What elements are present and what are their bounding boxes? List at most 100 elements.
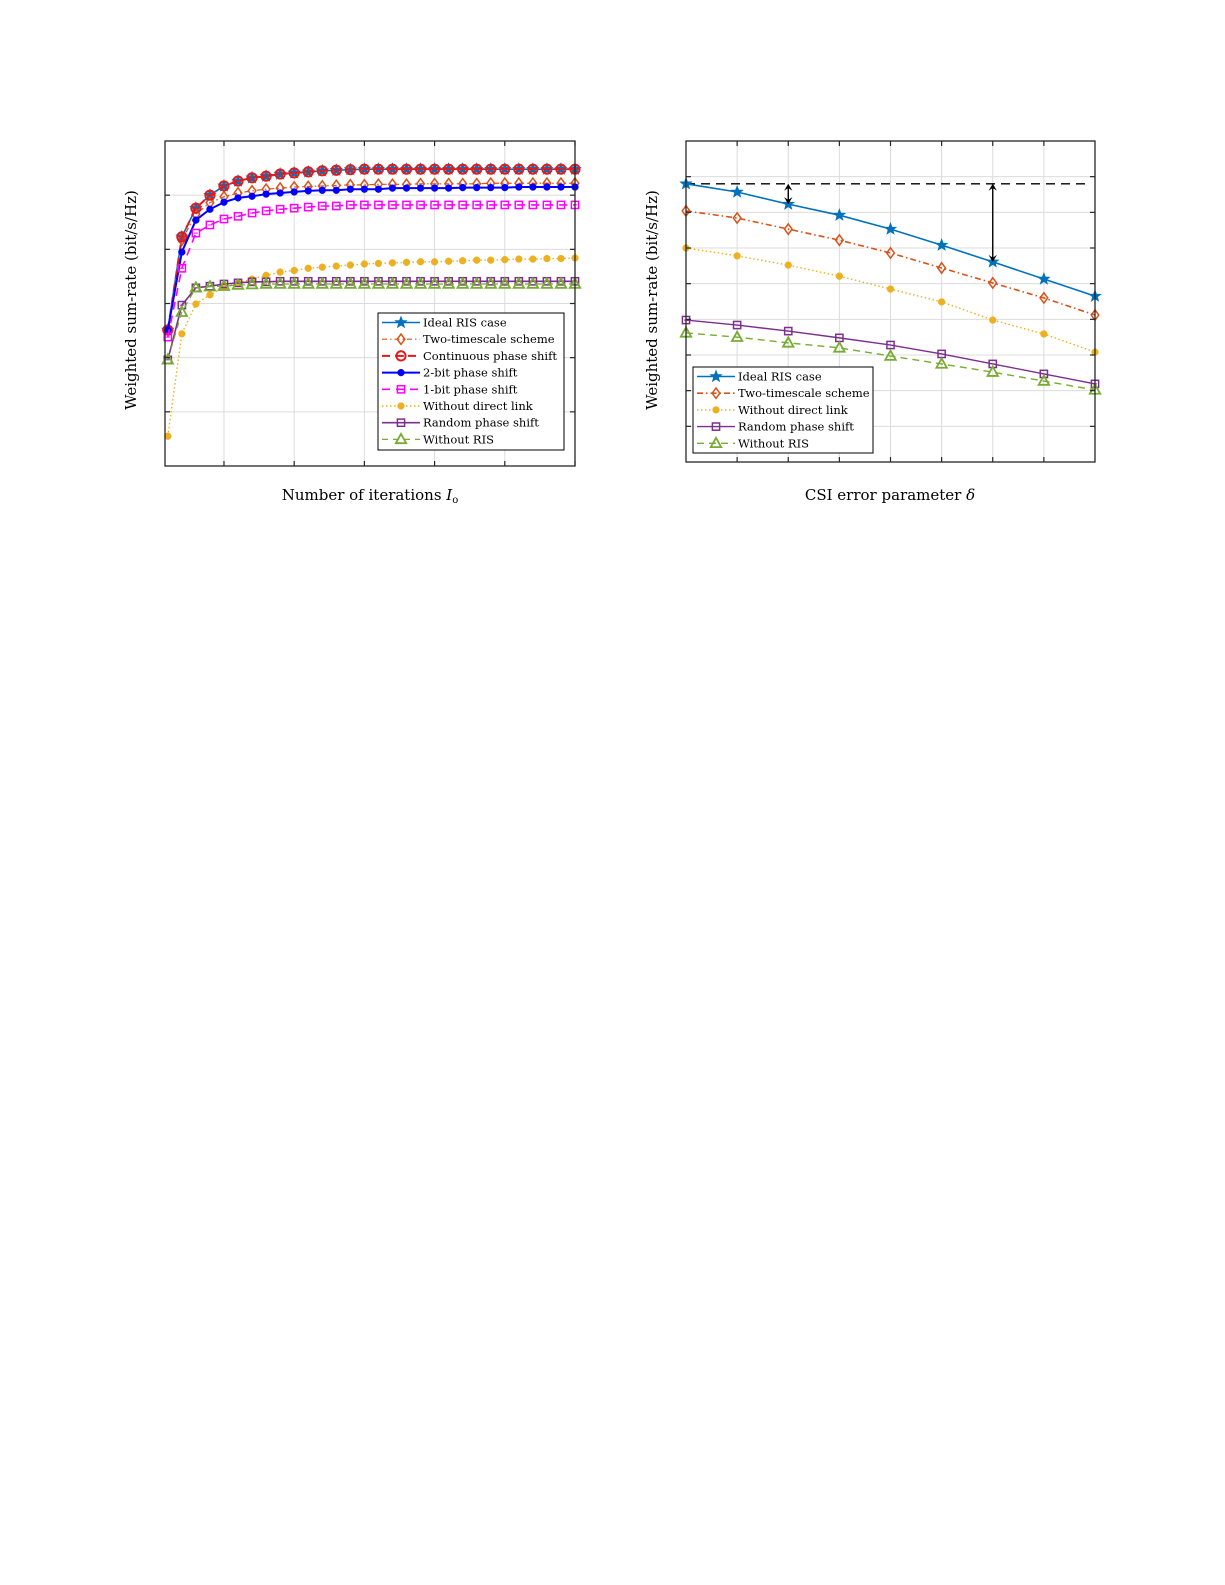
left-series xyxy=(161,162,582,440)
circle-bar-marker-icon xyxy=(485,163,497,175)
square-marker-icon xyxy=(177,263,187,273)
triangle-marker-icon xyxy=(385,276,400,289)
right-x-axis-label: CSI error parameter δ xyxy=(805,486,975,504)
filled-circle-marker-icon xyxy=(459,257,467,265)
square-marker-icon xyxy=(345,200,355,210)
square-marker-icon xyxy=(783,326,793,336)
triangle-marker-icon xyxy=(371,276,386,289)
left-x-axis-label: Number of iterations Io xyxy=(282,486,459,506)
circle-bar-legend-icon xyxy=(395,350,407,362)
filled-circle-marker-icon xyxy=(444,257,453,265)
legend-label: Continuous phase shift xyxy=(423,349,557,363)
filled-circle-marker-icon xyxy=(416,258,425,266)
square-marker-icon xyxy=(360,200,369,210)
circle-bar-marker-icon xyxy=(246,172,258,184)
square-marker-icon xyxy=(402,200,411,210)
filled-circle-marker-icon xyxy=(332,262,340,270)
diamond-marker-icon xyxy=(177,233,187,247)
series-1-bit-phase-shift xyxy=(163,200,580,342)
legend-label: Without direct link xyxy=(738,403,849,417)
triangle-marker-icon xyxy=(781,335,795,348)
filled-circle-marker-icon xyxy=(430,258,439,266)
diamond-marker-icon xyxy=(783,222,793,236)
filled-circle-marker-icon xyxy=(886,285,895,293)
square-marker-icon xyxy=(388,200,397,210)
filled-circle-marker-icon xyxy=(473,183,481,192)
legend-item: Two-timescale scheme xyxy=(697,386,870,400)
triangle-marker-icon xyxy=(399,276,414,289)
triangle-marker-icon xyxy=(287,276,301,289)
square-marker-icon xyxy=(458,200,468,210)
triangle-marker-icon xyxy=(554,276,568,289)
triangle-marker-icon xyxy=(413,276,428,289)
square-marker-icon xyxy=(444,200,453,210)
filled-circle-marker-icon xyxy=(557,254,565,263)
filled-circle-marker-icon xyxy=(304,187,312,195)
triangle-marker-icon xyxy=(832,340,847,353)
filled-circle-marker-icon xyxy=(290,188,298,196)
filled-circle-marker-icon xyxy=(318,263,326,271)
circle-bar-marker-icon xyxy=(330,164,342,176)
series-two-timescale-scheme xyxy=(681,204,1100,322)
circle-bar-marker-icon xyxy=(316,165,328,177)
triangle-marker-icon xyxy=(934,356,949,369)
circle-bar-marker-icon xyxy=(400,163,413,175)
right-legend: Ideal RIS case Two-timescale scheme Withou… xyxy=(692,366,874,454)
filled-circle-marker-icon xyxy=(346,261,354,269)
filled-circle-marker-icon xyxy=(234,194,242,202)
filled-circle-marker-icon xyxy=(557,183,565,191)
arrow-down-icon xyxy=(784,197,793,205)
triangle-marker-icon xyxy=(357,276,372,289)
filled-circle-marker-icon xyxy=(178,248,186,256)
square-marker-icon xyxy=(556,200,566,210)
filled-circle-marker-icon xyxy=(290,266,298,275)
triangle-marker-icon xyxy=(540,276,554,289)
filled-circle-marker-icon xyxy=(346,185,354,193)
series-line xyxy=(167,182,575,331)
legend-label: Two-timescale scheme xyxy=(423,332,555,346)
triangle-marker-icon xyxy=(301,276,315,289)
circle-bar-marker-icon xyxy=(372,163,385,175)
triangle-marker-icon xyxy=(189,280,203,293)
left-legend: Ideal RIS case Two-timescale scheme Contin… xyxy=(377,312,565,451)
filled-circle-legend-icon xyxy=(397,402,405,410)
square-marker-icon xyxy=(219,214,229,224)
square-marker-icon xyxy=(303,202,313,212)
triangle-marker-icon xyxy=(498,276,512,289)
filled-circle-marker-icon xyxy=(459,183,467,192)
circle-bar-marker-icon xyxy=(274,168,286,180)
star-legend-icon xyxy=(709,369,723,383)
circle-bar-marker-icon xyxy=(176,231,188,243)
series-line xyxy=(166,186,575,331)
series-without-ris xyxy=(161,276,582,365)
triangle-marker-icon xyxy=(986,364,1000,377)
legend-label: Two-timescale scheme xyxy=(738,386,870,400)
square-marker-icon xyxy=(416,200,425,210)
star-marker-icon xyxy=(832,208,847,221)
square-marker-icon xyxy=(261,206,271,216)
triangle-marker-icon xyxy=(469,276,484,289)
square-marker-icon xyxy=(542,200,552,210)
triangle-marker-icon xyxy=(526,276,540,289)
square-marker-icon xyxy=(514,200,524,210)
series-2-bit-phase-shift xyxy=(164,183,579,334)
filled-circle-marker-icon xyxy=(1040,330,1048,338)
chart-left-convergence: Ideal RIS case Two-timescale scheme Contin… xyxy=(122,140,582,506)
filled-circle-marker-icon xyxy=(784,261,792,269)
filled-circle-marker-icon xyxy=(733,252,741,260)
filled-circle-marker-icon xyxy=(192,216,200,224)
filled-circle-marker-icon xyxy=(515,183,523,191)
triangle-marker-icon xyxy=(217,278,231,291)
circle-bar-marker-icon xyxy=(513,163,525,175)
arrow-up-icon xyxy=(784,183,793,191)
square-marker-icon xyxy=(289,203,299,213)
triangle-marker-icon xyxy=(231,277,245,290)
filled-circle-marker-icon xyxy=(178,330,186,338)
square-marker-icon xyxy=(528,200,538,210)
filled-circle-marker-icon xyxy=(501,255,509,264)
square-legend-icon xyxy=(396,384,406,394)
left-y-axis-label: Weighted sum-rate (bit/s/Hz) xyxy=(122,190,140,410)
arrow-annotations xyxy=(784,183,997,262)
filled-circle-marker-icon xyxy=(402,258,411,266)
square-marker-icon xyxy=(430,200,439,210)
